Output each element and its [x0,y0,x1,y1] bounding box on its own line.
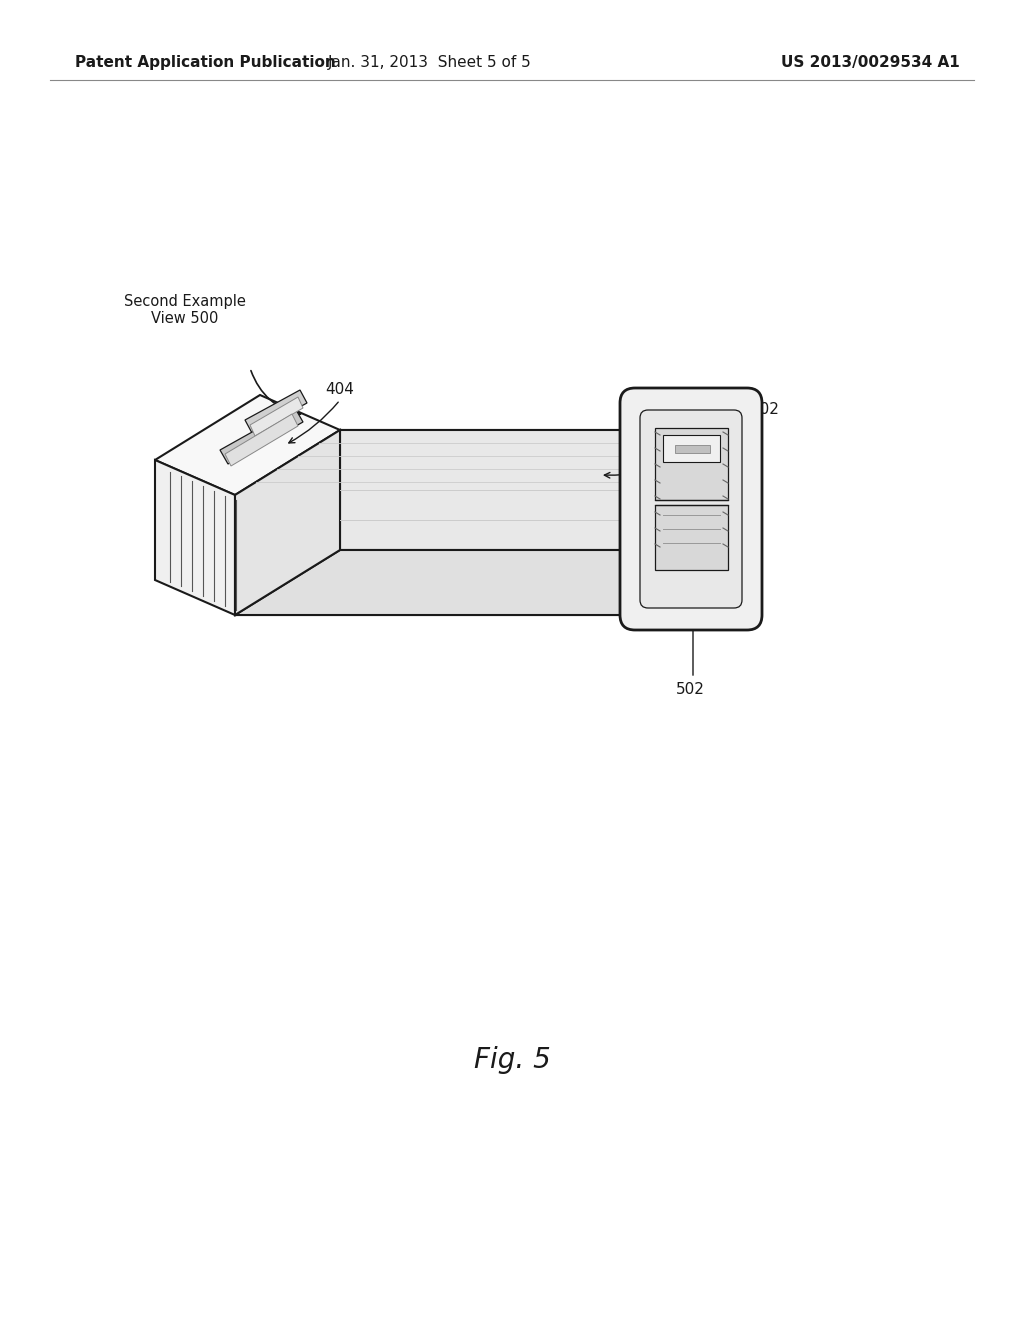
Text: 404: 404 [325,383,354,397]
FancyBboxPatch shape [640,411,742,609]
Polygon shape [234,550,740,615]
Polygon shape [663,436,720,462]
Text: Fig. 5: Fig. 5 [474,1045,550,1074]
FancyBboxPatch shape [620,388,762,630]
Polygon shape [155,459,234,615]
Text: US 2013/0029534 A1: US 2013/0029534 A1 [780,54,959,70]
Polygon shape [155,395,340,495]
Polygon shape [245,389,307,433]
Text: Patent Application Publication: Patent Application Publication [75,54,336,70]
Polygon shape [225,414,298,466]
Text: 402: 402 [750,403,779,417]
Polygon shape [234,430,740,495]
Polygon shape [340,430,740,550]
Polygon shape [655,506,728,570]
Polygon shape [234,495,635,615]
Polygon shape [234,430,340,615]
Text: Jan. 31, 2013  Sheet 5 of 5: Jan. 31, 2013 Sheet 5 of 5 [328,54,531,70]
Polygon shape [220,408,303,465]
Polygon shape [675,445,710,453]
Polygon shape [250,397,303,436]
Text: Second Example
View 500: Second Example View 500 [124,294,246,326]
Polygon shape [655,428,728,500]
Text: 502: 502 [676,682,705,697]
